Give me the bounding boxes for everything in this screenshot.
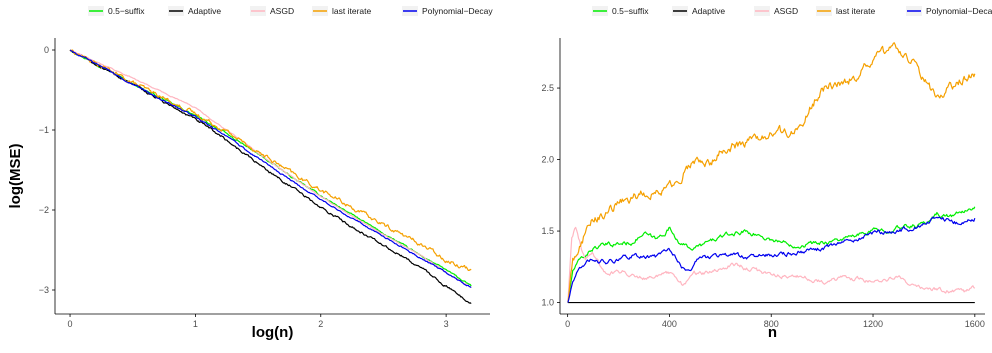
x-tick-label: 800 xyxy=(764,319,779,329)
legend-entry-label: 0.5−suffix xyxy=(108,6,145,16)
y-tick-label: −1 xyxy=(39,125,49,135)
x-tick-label: 0 xyxy=(68,319,73,329)
x-tick-label: 1 xyxy=(193,319,198,329)
legend-entry-label: Adaptive xyxy=(692,6,725,16)
chart-panel-2: 0 400 800 1200 1600 1.0 1.5 2.0 2.5 n 0.5−suffix Ad… xyxy=(541,6,992,341)
y-tick-label: 1.5 xyxy=(541,226,554,236)
x-axis-title: n xyxy=(768,324,777,341)
y-tick-label: 2.0 xyxy=(541,155,554,165)
y-tick-label: 2.5 xyxy=(541,83,554,93)
series-line-1 xyxy=(69,49,472,287)
legend: 0.5−suffix Adaptive ASGD last iterate Polyno… xyxy=(88,6,493,16)
x-tick-label: 0 xyxy=(565,319,570,329)
legend-entry-label: 0.5−suffix xyxy=(612,6,649,16)
series-line-2 xyxy=(69,49,472,305)
legend: 0.5−suffix Adaptive ASGD last iterate Polyno… xyxy=(592,6,992,16)
x-tick-label: 3 xyxy=(444,319,449,329)
x-tick-label: 400 xyxy=(662,319,677,329)
y-axis-title: log(MSE) xyxy=(7,144,24,209)
chart-panel-1: 0 1 2 3 0 −1 −2 −3 log(n) log(MSE) 0.5−suffix Adapt… xyxy=(7,6,493,341)
y-tick-label: 1.0 xyxy=(541,298,554,308)
y-tick-label: −2 xyxy=(39,205,49,215)
series-line-4 xyxy=(567,42,976,303)
series-line-3 xyxy=(567,226,976,303)
series-line-3 xyxy=(69,49,472,289)
series-line-5 xyxy=(567,216,976,303)
y-tick-label: −3 xyxy=(39,285,49,295)
legend-entry-label: last iterate xyxy=(836,6,875,16)
x-tick-label: 1600 xyxy=(965,319,985,329)
x-tick-label: 1200 xyxy=(863,319,883,329)
series-group xyxy=(69,49,472,305)
legend-entry-label: Polynomial−Decay xyxy=(422,6,493,16)
legend-entry-label: last iterate xyxy=(332,6,371,16)
legend-entry-label: ASGD xyxy=(774,6,798,16)
legend-entry-label: Adaptive xyxy=(188,6,221,16)
series-line-5 xyxy=(69,49,472,289)
x-tick-label: 2 xyxy=(318,319,323,329)
series-line-1 xyxy=(567,206,976,303)
legend-entry-label: Polynomial−Decay xyxy=(926,6,992,16)
x-axis-title: log(n) xyxy=(252,324,294,341)
y-tick-label: 0 xyxy=(44,45,49,55)
series-group xyxy=(567,42,976,304)
legend-entry-label: ASGD xyxy=(270,6,294,16)
